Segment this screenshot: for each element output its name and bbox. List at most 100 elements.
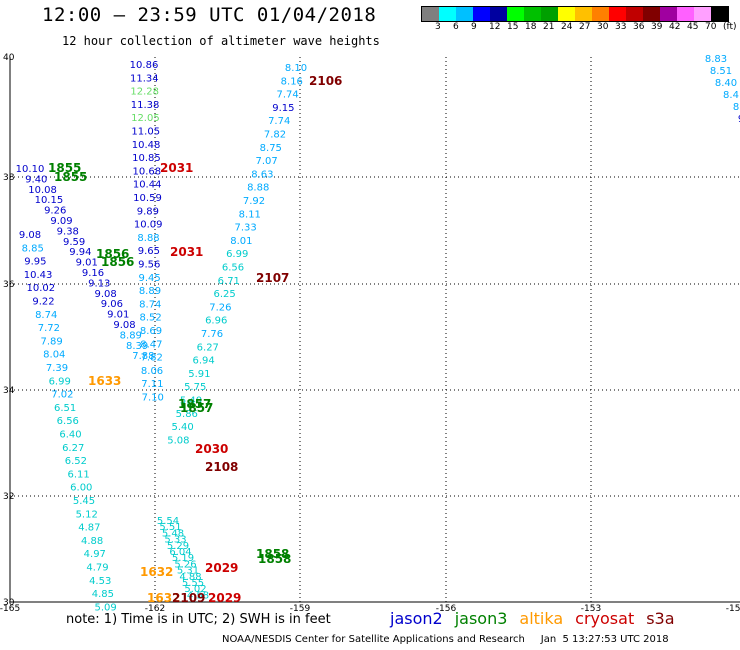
wave-height-value: 4.88 xyxy=(81,536,103,547)
wave-height-value: 7.76 xyxy=(201,329,223,340)
track-f: 8.838.518.408.489 xyxy=(705,54,740,125)
wave-height-value: 7.33 xyxy=(234,223,256,234)
color-scale-labels: 3 6 9 12 15 18 21 24 27 30 33 36 39 42 45 70 (ft) xyxy=(421,22,740,34)
legend-swatch xyxy=(422,7,439,21)
track-c: 9.08 8.85 9.95 10.43 10.02 9.22 8.74 7.72 7.89 8.… xyxy=(19,230,117,613)
wave-height-value: 7.92 xyxy=(243,196,265,207)
wave-height-value: 8.40 xyxy=(715,78,737,89)
legend-swatch xyxy=(660,7,677,21)
legend-label: 12 xyxy=(489,22,501,32)
wave-height-value: 6.27 xyxy=(197,342,219,353)
satellite-name-cryosat: cryosat xyxy=(575,609,635,628)
wave-height-value: 5.08 xyxy=(167,435,189,446)
wave-height-value: 12.28 xyxy=(130,87,159,98)
wave-height-value: 6.52 xyxy=(65,456,87,467)
wave-height-value: 6.27 xyxy=(62,443,84,454)
track-a: 10.86 11.34 12.28 11.38 12.05 11.05 10.48 10.85… xyxy=(130,60,164,404)
wave-height-value: 7.82 xyxy=(141,353,163,364)
wave-height-value: 6.56 xyxy=(57,416,79,427)
wave-height-value: 8.69 xyxy=(140,326,162,337)
wave-height-value: 10.15 xyxy=(35,195,64,206)
wave-height-value: 5.12 xyxy=(76,509,98,520)
wave-height-value: 10.10 xyxy=(16,164,45,175)
wave-height-value: 8.10 xyxy=(285,63,307,74)
wave-height-value: 8.16 xyxy=(281,76,303,87)
satellite-name-jason2: jason2 xyxy=(390,609,443,628)
legend-label: 45 xyxy=(687,22,699,32)
legend-swatch xyxy=(592,7,609,21)
wave-height-value: 5.91 xyxy=(188,369,210,380)
axis-labels: -165 -162 -159 -156 -153 -150 30 32 34 36 38 40 xyxy=(0,53,740,614)
legend-swatch xyxy=(507,7,524,21)
wave-height-value: 8.39 xyxy=(126,341,148,352)
pass-time-label: 1858 xyxy=(256,547,289,561)
legend-swatch xyxy=(694,7,711,21)
latitude-label: 40 xyxy=(3,53,15,63)
wave-height-value: 10.86 xyxy=(130,60,159,71)
pass-time-label: 1858 xyxy=(258,552,291,566)
wave-height-value: 10.09 xyxy=(134,220,163,231)
wave-height-value: 9.94 xyxy=(69,247,91,258)
wave-height-value: 8.74 xyxy=(139,299,161,310)
wave-height-value: 7.26 xyxy=(209,302,231,313)
legend-label: 24 xyxy=(561,22,573,32)
wave-height-value: 5.09 xyxy=(94,602,116,613)
wave-height-value: 6.71 xyxy=(218,276,240,287)
wave-height-value: 8.88 xyxy=(247,183,269,194)
pass-time-label: 2108 xyxy=(205,460,238,474)
legend-swatch xyxy=(524,7,541,21)
wave-height-value: 6.40 xyxy=(59,430,81,441)
wave-height-value: 4.58 xyxy=(187,590,209,601)
legend-label: 9 xyxy=(471,22,477,32)
wave-height-value: 7.74 xyxy=(268,116,290,127)
wave-height-value: 8.85 xyxy=(22,243,44,254)
legend-label: 15 xyxy=(507,22,519,32)
legend-label: 21 xyxy=(543,22,555,32)
wave-height-value: 9.95 xyxy=(24,257,46,268)
map-subtitle: 12 hour collection of altimeter wave hei… xyxy=(62,34,380,48)
wave-height-value: 11.38 xyxy=(131,100,160,111)
wave-height-value: 9.09 xyxy=(50,216,72,227)
wave-height-value: 6.25 xyxy=(213,289,235,300)
pass-time-label: 2029 xyxy=(205,561,238,575)
wave-height-value: 8.4 xyxy=(723,90,739,101)
latitude-label: 38 xyxy=(3,173,15,183)
legend-label: 27 xyxy=(579,22,591,32)
wave-height-value: 10.44 xyxy=(133,180,162,191)
wave-height-value: 9.45 xyxy=(138,273,160,284)
pass-time-label: 1632 xyxy=(147,591,180,605)
wave-height-value: 6.99 xyxy=(49,376,71,387)
wave-height-value: 9.22 xyxy=(32,297,54,308)
wave-height-value: 4.85 xyxy=(92,589,114,600)
wave-height-value: 5.40 xyxy=(180,396,202,407)
wave-height-value: 7.11 xyxy=(141,379,163,390)
legend-swatch xyxy=(439,7,456,21)
wave-height-value: 7.72 xyxy=(38,323,60,334)
wave-height-value: 8.06 xyxy=(141,366,163,377)
wave-height-value: 8.52 xyxy=(140,313,162,324)
legend-swatch xyxy=(558,7,575,21)
wave-height-value: 9.01 xyxy=(76,258,98,269)
wave-height-value: 8.89 xyxy=(120,330,142,341)
pass-time-label: 1856 xyxy=(96,247,129,261)
legend-swatch xyxy=(575,7,592,21)
pass-time-label: 2109 xyxy=(172,591,205,605)
satellite-tracks: 10.86 11.34 12.28 11.38 12.05 11.05 10.48 10.85… xyxy=(16,54,740,613)
track-e: 5.545.515.485.335.296.045.195.265.314.88… xyxy=(157,516,209,601)
wave-height-value: 7.89 xyxy=(40,336,62,347)
wave-height-value: 6.00 xyxy=(70,483,92,494)
wave-height-value: 7.74 xyxy=(276,90,298,101)
wave-height-value: 9.08 xyxy=(94,289,116,300)
color-scale-legend xyxy=(421,6,729,22)
wave-height-value: 7.82 xyxy=(264,130,286,141)
satellite-name-s3a: s3a xyxy=(646,609,675,628)
wave-height-value: 5.75 xyxy=(184,382,206,393)
pass-time-label: 1632 xyxy=(140,565,173,579)
wave-height-value: 4.53 xyxy=(89,576,111,587)
latitude-label: 32 xyxy=(3,492,14,502)
legend-label: 33 xyxy=(615,22,627,32)
wave-height-value: 10.08 xyxy=(28,185,57,196)
wave-height-value: 6.94 xyxy=(192,356,214,367)
legend-label: 3 xyxy=(435,22,441,32)
map-title: 12:00 – 23:59 UTC 01/04/2018 xyxy=(42,4,377,26)
